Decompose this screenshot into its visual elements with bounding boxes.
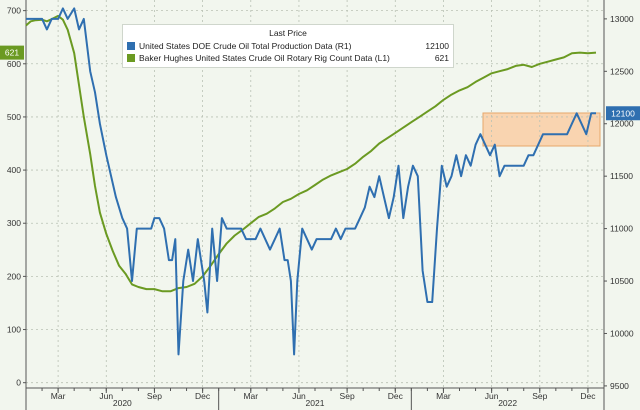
right-tick-label: 11000: [610, 224, 633, 234]
rig-count-swatch: [127, 54, 135, 62]
left-tick-label: 200: [7, 271, 21, 281]
rig-count-line: [25, 14, 597, 293]
x-tick-label: Mar: [436, 391, 451, 401]
left-tick-label: 600: [7, 59, 21, 69]
right-tick-label: 10000: [610, 328, 634, 338]
legend-last-rig-count: 621: [434, 53, 449, 63]
left-tick-label: 700: [7, 6, 21, 16]
production-last-label: 12100: [611, 108, 635, 118]
x-tick-label: Dec: [195, 391, 211, 401]
x-tick-label: Dec: [580, 391, 596, 401]
x-tick-label: Sep: [532, 391, 547, 401]
legend-entry-production: United States DOE Crude Oil Total Produc…: [123, 40, 453, 52]
x-tick-label: Jun: [99, 391, 113, 401]
right-tick-label: 9500: [610, 381, 629, 391]
left-tick-label: 500: [7, 112, 21, 122]
legend-entry-rig-count: Baker Hughes United States Crude Oil Rot…: [123, 52, 453, 64]
right-tick-label: 12500: [610, 66, 634, 76]
x-tick-label: Sep: [147, 391, 162, 401]
legend-label-rig-count: Baker Hughes United States Crude Oil Rot…: [139, 53, 390, 63]
year-label: 2022: [498, 398, 517, 408]
right-tick-label: 13000: [610, 14, 634, 24]
right-tick-label: 11500: [610, 171, 633, 181]
series-layer: [25, 7, 597, 356]
rig-count-last-badge: [0, 45, 24, 60]
axes: 0 100 200 300 400 500 600 700 9500 10000 10500 1100…: [7, 0, 634, 410]
legend-last-production: 12100: [425, 41, 449, 51]
x-tick-label: Mar: [243, 391, 258, 401]
legend: Last Price United States DOE Crude Oil T…: [122, 24, 454, 68]
right-tick-label: 12000: [610, 119, 634, 129]
production-line: [26, 7, 596, 356]
left-tick-label: 400: [7, 165, 21, 175]
left-tick-label: 0: [16, 378, 21, 388]
x-tick-label: Jun: [292, 391, 306, 401]
x-tick-label: Dec: [388, 391, 404, 401]
legend-label-production: United States DOE Crude Oil Total Produc…: [139, 41, 352, 51]
legend-title: Last Price: [269, 28, 307, 38]
year-label: 2021: [306, 398, 325, 408]
x-tick-label: Sep: [340, 391, 355, 401]
production-swatch: [127, 42, 135, 50]
year-label: 2020: [113, 398, 132, 408]
highlight-box: [482, 112, 601, 147]
left-tick-label: 100: [7, 325, 21, 335]
x-tick-label: Mar: [51, 391, 66, 401]
rig-count-last-label: 621: [5, 48, 19, 58]
production-last-badge: [606, 106, 640, 121]
left-tick-label: 300: [7, 218, 21, 228]
x-tick-label: Jun: [485, 391, 499, 401]
last-value-badges: 621 12100: [0, 45, 640, 121]
right-tick-label: 10500: [610, 276, 634, 286]
